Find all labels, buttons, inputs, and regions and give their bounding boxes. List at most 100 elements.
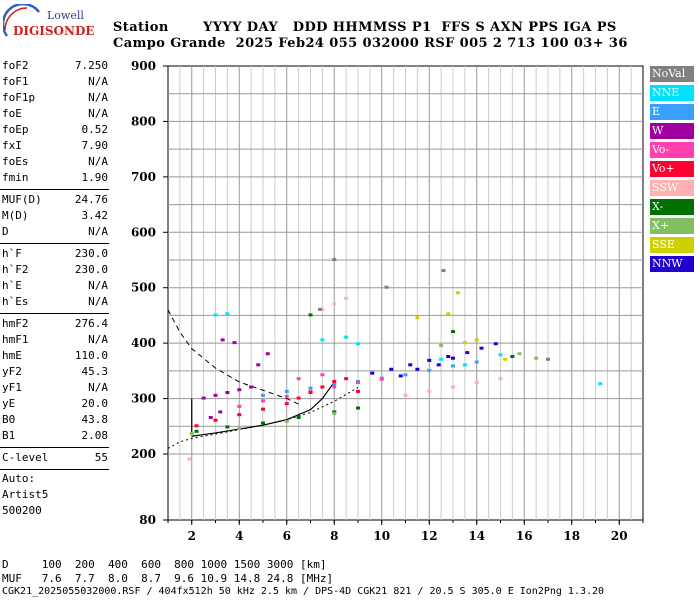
distance-row: D 100 200 400 600 800 1000 1500 3000 [km… — [2, 558, 327, 571]
point-ssw — [187, 457, 192, 461]
param-label: hmE — [2, 349, 22, 362]
x-tick-label: 2 — [188, 529, 196, 543]
point-w — [220, 338, 225, 342]
point-vo — [308, 391, 313, 395]
point-vo — [284, 394, 289, 398]
point-vo — [356, 389, 360, 393]
point-vo — [332, 385, 337, 389]
param-row-foe: foE N/A — [2, 106, 108, 122]
param-label: h`F2 — [2, 263, 29, 276]
point-vo — [213, 418, 218, 422]
point-ssw — [451, 385, 455, 389]
param-value: N/A — [88, 75, 108, 88]
legend-item-vo: Vo- — [650, 142, 694, 158]
point-vo — [356, 381, 360, 385]
param-label: hmF1 — [2, 333, 29, 346]
legend-item-noval: NoVal — [650, 66, 694, 82]
param-row-fof1p: foF1p N/A — [2, 90, 108, 106]
point-ssw — [403, 393, 408, 397]
legend-item-nnw: NNW — [650, 256, 694, 272]
y-tick-label: 500 — [131, 281, 156, 295]
point-noval — [318, 307, 322, 311]
chart-curves — [167, 309, 359, 449]
point-nne — [213, 313, 218, 317]
point-nne — [225, 312, 230, 316]
point-nnw — [427, 358, 432, 362]
param-label: foF1 — [2, 75, 29, 88]
point-ssw — [498, 377, 503, 381]
point-w — [213, 393, 218, 397]
param-value: N/A — [88, 225, 108, 238]
point-noval — [441, 269, 446, 273]
param-value: N/A — [88, 295, 108, 308]
point-sse — [503, 357, 508, 361]
point-e — [474, 360, 479, 364]
param-label: D — [2, 225, 9, 238]
point-w — [237, 388, 242, 392]
point-nne — [462, 363, 467, 367]
panel-divider — [0, 189, 109, 190]
point-x — [189, 432, 194, 436]
param-row-hmf2: hmF2 276.4 — [2, 316, 108, 332]
x-tick-label: 14 — [468, 529, 485, 543]
param-value: 276.4 — [74, 317, 108, 330]
point-vo — [237, 413, 242, 417]
x-tick-label: 6 — [283, 529, 291, 543]
point-vo — [379, 377, 384, 381]
x-tick-label: 18 — [563, 529, 580, 543]
legend-item-sse: SSE — [650, 237, 694, 253]
file-info: CGK21_2025055032000.RSF / 404fx512h 50 k… — [2, 586, 605, 597]
param-label: fmin — [2, 171, 29, 184]
point-x — [517, 352, 522, 356]
point-w — [265, 352, 270, 356]
point-nnw — [398, 374, 403, 378]
chart-grid — [167, 65, 644, 521]
point-x — [439, 343, 444, 347]
point-e — [403, 373, 408, 377]
autoscaling-info: 500200 — [2, 504, 42, 517]
param-label: B1 — [2, 429, 16, 442]
point-ssw — [344, 296, 349, 300]
param-value: 2.08 — [81, 429, 109, 442]
point-nnw — [436, 363, 441, 367]
param-row-clevel: C-level 55 — [2, 450, 108, 466]
point-vo — [261, 399, 265, 403]
param-row-fmin: fmin 1.90 — [2, 170, 108, 186]
param-row-hmf1: hmF1 N/A — [2, 332, 108, 348]
point-nnw — [465, 351, 470, 355]
point-nne — [344, 335, 349, 339]
param-row-fxi: fxI 7.90 — [2, 138, 108, 154]
chart-points — [187, 258, 603, 461]
point-vo — [344, 377, 349, 381]
point-vo — [320, 385, 325, 389]
param-row-fof1: foF1 N/A — [2, 74, 108, 90]
param-value: 3.42 — [81, 209, 109, 222]
point-vo — [296, 377, 301, 381]
param-label: h`E — [2, 279, 22, 292]
param-label: h`Es — [2, 295, 29, 308]
param-row-mufd: MUF(D) 24.76 — [2, 192, 108, 208]
y-tick-label: 600 — [131, 225, 156, 239]
param-value: 55 — [94, 451, 108, 464]
logo-graphic: Lowell DIGISONDE — [1, 2, 95, 38]
legend-item-ssw: SSW — [650, 180, 694, 196]
point-sse — [446, 312, 451, 316]
point-w — [249, 385, 254, 389]
x-tick-label: 4 — [235, 529, 243, 543]
autoscaling-info: Artist5 — [2, 488, 49, 501]
param-row-foes: foEs N/A — [2, 154, 108, 170]
param-value: 7.90 — [81, 139, 109, 152]
param-label: foE — [2, 107, 22, 120]
param-row-hme: hmE 110.0 — [2, 348, 108, 364]
param-label: foF1p — [2, 91, 36, 104]
point-sse — [462, 341, 467, 345]
point-nnw — [446, 355, 451, 358]
param-value: N/A — [88, 91, 108, 104]
point-w — [218, 410, 223, 414]
point-e — [451, 364, 455, 368]
param-value: 24.76 — [74, 193, 108, 206]
point-vo — [237, 404, 242, 408]
point-nne — [320, 338, 325, 342]
y-tick-label: 800 — [131, 114, 156, 128]
